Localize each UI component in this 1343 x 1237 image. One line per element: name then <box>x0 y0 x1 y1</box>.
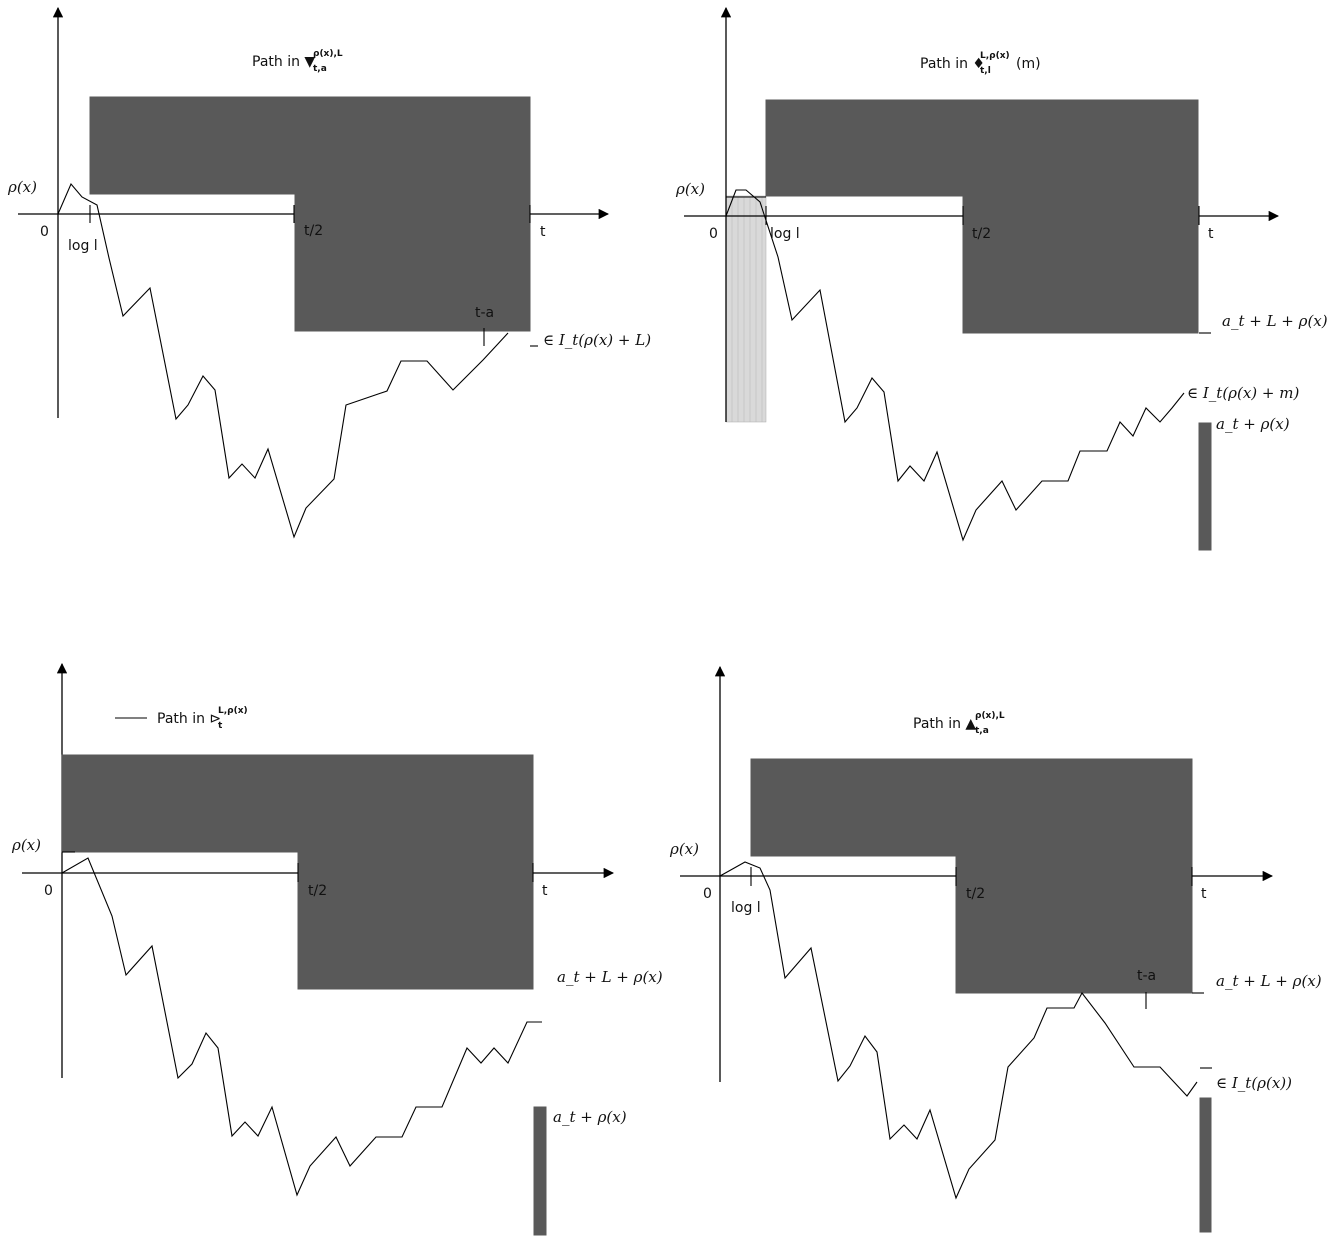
title-subscript: t <box>218 721 223 731</box>
interval-label: ∈ I_t(ρ(x) + m) <box>1187 384 1299 402</box>
title-suffix: (m) <box>1016 56 1041 72</box>
lower-bar <box>1198 422 1212 551</box>
end-label: t <box>1201 886 1207 902</box>
title-superscript: ρ(x),L <box>975 711 1005 721</box>
title-superscript: ρ(x),L <box>313 49 343 59</box>
origin-label: 0 <box>40 224 49 240</box>
half-label: t/2 <box>966 886 985 902</box>
panel-2: Path in ♦ L,ρ(x) t,l (m) ρ(x) 0 log l t/… <box>675 6 1328 551</box>
lower-bound-label: a_t + ρ(x) <box>553 1108 627 1126</box>
logl-label: log l <box>731 900 761 916</box>
title-subscript: t,a <box>975 726 989 736</box>
ta-label: t-a <box>1137 968 1156 984</box>
random-path <box>57 182 509 539</box>
title-subscript: t,l <box>980 66 991 76</box>
panel-title: Path in ♦ <box>920 56 985 72</box>
lower-bar <box>1199 1097 1212 1233</box>
right-block <box>962 99 1199 334</box>
panel-title: Path in ⊳ <box>157 711 221 727</box>
panel-title: Path in ▼ <box>252 54 315 70</box>
rho-label: ρ(x) <box>669 840 699 858</box>
interval-label: ∈ I_t(ρ(x)) <box>1216 1074 1292 1092</box>
rho-label: ρ(x) <box>11 836 41 854</box>
strip-hatching <box>731 196 763 422</box>
random-path <box>61 857 542 1197</box>
panel-title: Path in ▲ <box>913 716 976 732</box>
lower-bar <box>533 1106 547 1236</box>
upper-bound-label: a_t + L + ρ(x) <box>557 968 663 986</box>
title-subscript: t,a <box>313 64 327 74</box>
logl-label: log l <box>770 226 800 242</box>
panel-3: Path in ⊳ L,ρ(x) t ρ(x) 0 t/2 t a_t + L … <box>11 662 663 1236</box>
right-block <box>955 758 1193 994</box>
panel-4: Path in ▲ ρ(x),L t,a ρ(x) 0 log l t/2 t … <box>669 665 1322 1233</box>
title-superscript: L,ρ(x) <box>218 706 248 716</box>
title-superscript: L,ρ(x) <box>980 51 1010 61</box>
upper-bound-label: a_t + L + ρ(x) <box>1222 312 1328 330</box>
end-label: t <box>540 224 546 240</box>
random-path <box>725 189 1185 542</box>
rho-label: ρ(x) <box>675 180 705 198</box>
rho-label: ρ(x) <box>7 178 37 196</box>
end-label: t <box>1208 226 1214 242</box>
upper-left-block <box>61 754 298 853</box>
interval-label: ∈ I_t(ρ(x) + L) <box>543 331 651 349</box>
right-block <box>297 754 534 990</box>
panel-1: Path in ▼ ρ(x),L t,a ρ(x) 0 log l t/2 t … <box>7 6 651 539</box>
end-label: t <box>542 883 548 899</box>
origin-label: 0 <box>703 886 712 902</box>
half-label: t/2 <box>308 883 327 899</box>
random-path <box>719 861 1198 1200</box>
lower-bound-label: a_t + ρ(x) <box>1216 415 1290 433</box>
logl-label: log l <box>68 238 98 254</box>
upper-left-block <box>765 99 963 197</box>
right-block <box>294 96 531 332</box>
ta-label: t-a <box>475 305 494 321</box>
origin-label: 0 <box>44 883 53 899</box>
origin-label: 0 <box>709 226 718 242</box>
half-label: t/2 <box>304 223 323 239</box>
upper-left-block <box>89 96 295 195</box>
half-label: t/2 <box>972 226 991 242</box>
upper-bound-label: a_t + L + ρ(x) <box>1216 972 1322 990</box>
upper-left-block <box>750 758 956 857</box>
